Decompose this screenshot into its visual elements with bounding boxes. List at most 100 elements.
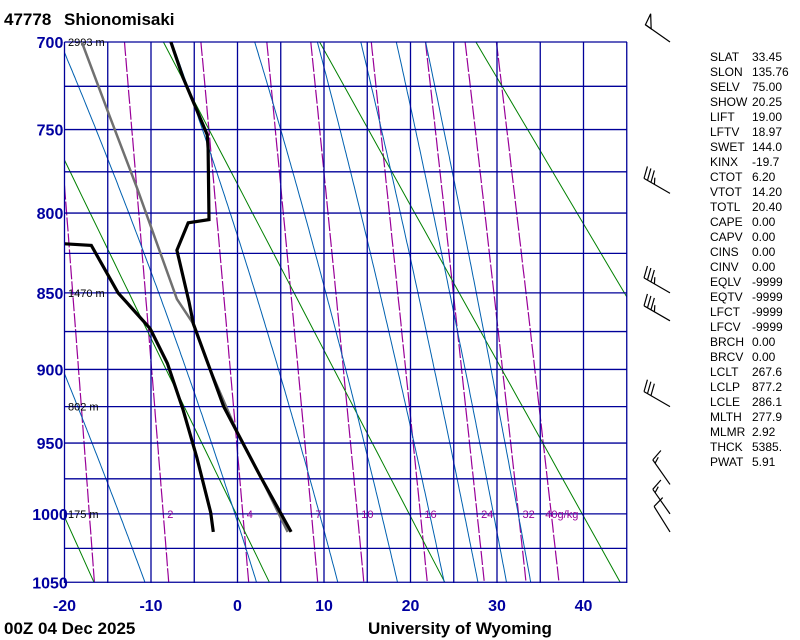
stat-label: TOTL <box>710 200 741 214</box>
station-name: Shionomisaki <box>64 10 175 29</box>
temperature-tick-label: 0 <box>233 598 242 615</box>
stat-label: KINX <box>710 155 738 169</box>
stat-value: 0.00 <box>752 215 776 229</box>
footer-time: 00Z 04 Dec 2025 <box>4 619 135 638</box>
stat-label: PWAT <box>710 455 744 469</box>
mixing-ratio-label: 4 <box>247 509 253 521</box>
height-label: 1470 m <box>68 288 105 300</box>
stat-label: EQTV <box>710 290 743 304</box>
wind-barb <box>644 13 671 43</box>
moist-adiabat <box>254 42 398 583</box>
background-lines <box>65 42 800 583</box>
moist-adiabat <box>316 42 445 583</box>
stat-label: SLON <box>710 65 743 79</box>
wind-barb-feather <box>646 267 652 281</box>
pressure-tick-label: 1050 <box>32 575 68 592</box>
stat-value: 5.91 <box>752 455 776 469</box>
temperature-tick-label: -20 <box>53 598 76 615</box>
wind-barb-feather <box>646 168 652 181</box>
stat-label: SLAT <box>710 50 740 64</box>
wind-barb-staff <box>653 506 671 533</box>
dry-adiabat <box>162 42 446 583</box>
stat-value: 0.00 <box>752 230 776 244</box>
wind-barb <box>652 450 671 485</box>
wind-barb-feather <box>652 450 662 461</box>
wind-barb-feather <box>646 295 652 308</box>
axis-labels: 2 4 7 10 16 24 32 40g/kg70075080085090095010001… <box>32 35 592 615</box>
moist-adiabat <box>65 373 146 583</box>
stat-value: 877.2 <box>752 380 782 394</box>
stat-label: EQLV <box>710 275 741 289</box>
wind-barb-feather <box>653 497 664 507</box>
stat-value: 20.25 <box>752 95 782 109</box>
wind-barb-staff <box>652 459 671 485</box>
stat-value: 0.00 <box>752 335 776 349</box>
wind-barb-feather <box>646 381 652 394</box>
mixing-ratio-label: 24 <box>481 509 493 521</box>
mixing-ratio-label: 10 <box>361 509 373 521</box>
temperature-tick-label: 10 <box>315 598 333 615</box>
stat-value: 2.92 <box>752 425 776 439</box>
stat-label: SELV <box>710 80 740 94</box>
wind-barb <box>643 293 671 322</box>
stat-label: BRCH <box>710 335 744 349</box>
moist-adiabat <box>65 52 257 583</box>
stat-value: 20.40 <box>752 200 782 214</box>
stat-value: 19.00 <box>752 110 782 124</box>
wind-barb-staff <box>643 277 671 294</box>
stat-value: 5385. <box>752 440 782 454</box>
stat-label: LFTV <box>710 125 739 139</box>
stat-value: 144.0 <box>752 140 782 154</box>
wind-barb-pennant <box>644 13 652 30</box>
stat-label: LFCT <box>710 305 741 319</box>
stat-value: 267.6 <box>752 365 782 379</box>
stat-value: 135.76 <box>752 65 789 79</box>
dewpoint-line <box>65 242 215 533</box>
stat-label: SHOW <box>710 95 748 109</box>
pressure-tick-label: 950 <box>37 436 64 453</box>
wind-barb-feather <box>650 297 655 310</box>
mixing-ratio-line <box>310 42 365 583</box>
stat-label: CTOT <box>710 170 743 184</box>
pressure-tick-label: 850 <box>37 286 64 303</box>
stat-value: 0.00 <box>752 260 776 274</box>
moist-adiabat <box>360 42 479 583</box>
stat-label: CINS <box>710 245 739 259</box>
mixing-ratio-line <box>123 42 170 583</box>
mixing-ratio-label: 16 <box>424 509 436 521</box>
wind-barb <box>652 479 671 515</box>
stat-value: 33.45 <box>752 50 782 64</box>
pressure-tick-label: 700 <box>37 35 64 52</box>
stat-value: 277.9 <box>752 410 782 424</box>
stat-label: LIFT <box>710 110 735 124</box>
grid <box>63 41 628 583</box>
wind-barb <box>643 166 671 194</box>
wind-barb-feather <box>643 265 648 279</box>
wind-barb-staff <box>643 305 671 322</box>
height-label: 2993 m <box>68 37 105 49</box>
moist-adiabat <box>425 42 532 583</box>
wind-barb-feather <box>652 479 662 490</box>
stat-value: -9999 <box>752 275 783 289</box>
stat-value: -9999 <box>752 290 783 304</box>
temperature-line <box>169 42 293 533</box>
stat-value: -9999 <box>752 305 783 319</box>
stat-label: LFCV <box>710 320 741 334</box>
pressure-tick-label: 1000 <box>32 507 68 524</box>
stat-label: SWET <box>710 140 745 154</box>
stat-value: -9999 <box>752 320 783 334</box>
wind-barb <box>653 497 671 533</box>
dry-adiabat <box>788 42 800 582</box>
stat-label: LCLE <box>710 395 740 409</box>
stat-value: 286.1 <box>752 395 782 409</box>
stat-value: -19.7 <box>752 155 780 169</box>
wind-barb-feather <box>643 166 648 179</box>
height-label: 175 m <box>68 509 99 521</box>
footer-source: University of Wyoming <box>368 619 552 638</box>
temperature-tick-label: 40 <box>575 598 593 615</box>
stat-label: MLMR <box>710 425 746 439</box>
stat-label: VTOT <box>710 185 742 199</box>
wind-barb-feather <box>643 379 648 392</box>
height-label: 802 m <box>68 402 99 414</box>
